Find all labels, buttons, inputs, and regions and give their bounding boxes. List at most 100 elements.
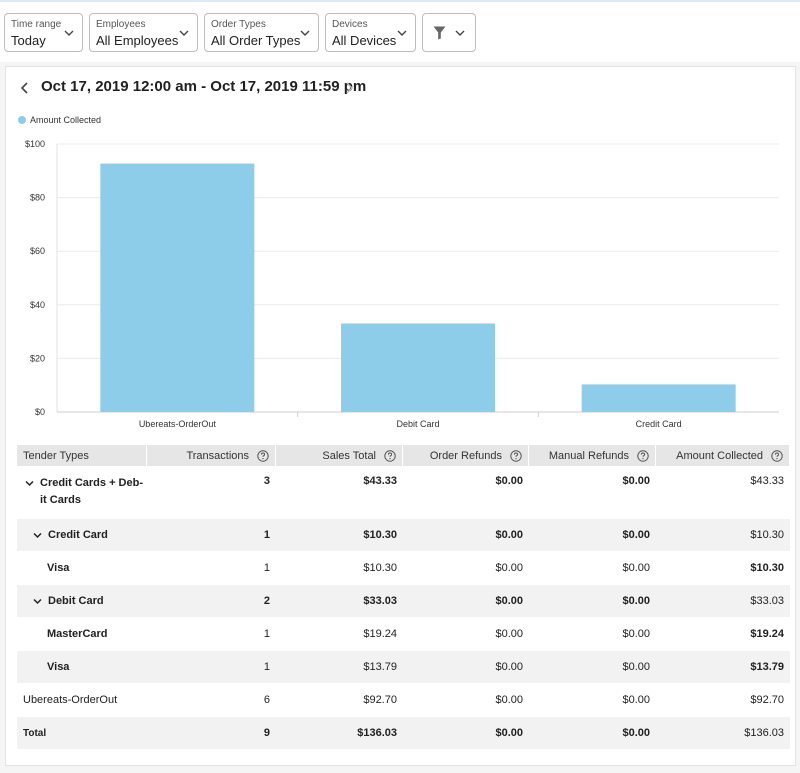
help-icon[interactable] bbox=[384, 449, 396, 462]
table-row[interactable]: MasterCard 1 $19.24 $0.00 $0.00 $19.24 bbox=[17, 618, 790, 651]
devices-value: All Devices bbox=[332, 33, 397, 48]
manual-refunds-cell: $0.00 bbox=[622, 529, 650, 541]
chevron-down-icon[interactable] bbox=[33, 598, 42, 605]
manual-refunds-cell: $0.00 bbox=[622, 475, 650, 487]
time-range-filter[interactable]: Time range Today bbox=[4, 13, 83, 52]
chevron-right-icon[interactable] bbox=[344, 82, 354, 94]
tender-name: Debit Card bbox=[48, 595, 104, 607]
tender-name-cell: Visa bbox=[47, 562, 70, 574]
table-row[interactable]: Debit Card 2 $33.03 $0.00 $0.00 $33.03 bbox=[17, 585, 790, 618]
order-types-label: Order Types bbox=[211, 19, 266, 30]
order-types-filter[interactable]: Order Types All Order Types bbox=[204, 13, 319, 52]
transactions-cell: 9 bbox=[263, 727, 270, 739]
manual-refunds-cell: $0.00 bbox=[622, 727, 650, 739]
help-icon[interactable] bbox=[257, 449, 269, 462]
tender-name-cell: Debit Card bbox=[17, 585, 147, 617]
y-tick-label: $60 bbox=[30, 246, 45, 256]
header-transactions[interactable]: Transactions bbox=[147, 445, 276, 466]
header-label: Transactions bbox=[186, 449, 249, 462]
order-refunds-cell: $0.00 bbox=[495, 661, 523, 673]
sales-total-cell: $19.24 bbox=[363, 628, 397, 640]
header-tender-types[interactable]: Tender Types bbox=[17, 445, 147, 466]
sales-total-cell: $33.03 bbox=[363, 595, 397, 607]
tender-types-table: Tender Types Transactions Sales Total Or… bbox=[17, 445, 790, 750]
amount-collected-cell: $13.79 bbox=[750, 661, 784, 673]
legend-swatch bbox=[18, 115, 26, 124]
chevron-left-icon[interactable] bbox=[20, 82, 30, 94]
help-icon[interactable] bbox=[637, 449, 649, 462]
chart-legend: Amount Collected bbox=[18, 111, 102, 125]
tender-name-cell: MasterCard bbox=[47, 628, 108, 640]
filter-bar: Time range Today Employees All Employees… bbox=[0, 0, 800, 62]
table-row[interactable]: Visa 1 $13.79 $0.00 $0.00 $13.79 bbox=[17, 651, 790, 684]
transactions-cell: 2 bbox=[263, 595, 270, 607]
transactions-cell: 1 bbox=[263, 628, 270, 640]
table-header: Tender Types Transactions Sales Total Or… bbox=[17, 445, 790, 467]
order-refunds-cell: $0.00 bbox=[495, 475, 523, 487]
amount-collected-cell: $43.33 bbox=[750, 475, 784, 487]
sales-total-cell: $43.33 bbox=[363, 475, 397, 487]
header-label: Manual Refunds bbox=[548, 449, 629, 462]
chevron-down-icon bbox=[64, 30, 74, 36]
help-icon[interactable] bbox=[510, 449, 522, 462]
order-refunds-cell: $0.00 bbox=[495, 727, 523, 739]
chevron-down-icon[interactable] bbox=[33, 532, 42, 539]
employees-label: Employees bbox=[96, 19, 146, 30]
chevron-down-icon bbox=[455, 30, 465, 36]
transactions-cell: 1 bbox=[263, 562, 270, 574]
time-range-value: Today bbox=[11, 33, 46, 48]
tender-name: Credit Card bbox=[48, 529, 108, 541]
top-accent-line bbox=[0, 0, 800, 2]
bar-debit-card[interactable] bbox=[341, 323, 495, 412]
sales-total-cell: $10.30 bbox=[363, 562, 397, 574]
transactions-cell: 1 bbox=[263, 529, 270, 541]
funnel-icon bbox=[433, 26, 446, 40]
time-range-label: Time range bbox=[11, 19, 62, 30]
legend-label: Amount Collected bbox=[30, 114, 102, 125]
y-tick-label: $40 bbox=[30, 300, 45, 310]
chevron-down-icon[interactable] bbox=[25, 480, 34, 487]
header-label: Tender Types bbox=[23, 449, 89, 462]
bar-credit-card[interactable] bbox=[581, 384, 736, 412]
bar-ubereats-orderout[interactable] bbox=[100, 163, 255, 412]
devices-filter[interactable]: Devices All Devices bbox=[325, 13, 416, 52]
amount-collected-cell: $10.30 bbox=[750, 562, 784, 574]
tender-name-cell: Credit Cards + Deb-it Cards bbox=[17, 467, 147, 518]
order-refunds-cell: $0.00 bbox=[495, 595, 523, 607]
more-filters-button[interactable] bbox=[422, 13, 476, 52]
order-refunds-cell: $0.00 bbox=[495, 529, 523, 541]
x-tick-label: Debit Card bbox=[396, 419, 439, 429]
header-manual-refunds[interactable]: Manual Refunds bbox=[529, 445, 656, 466]
sales-total-cell: $13.79 bbox=[363, 661, 397, 673]
chevron-down-icon bbox=[300, 30, 310, 36]
order-refunds-cell: $0.00 bbox=[495, 562, 523, 574]
chevron-down-icon bbox=[397, 30, 407, 36]
sales-total-cell: $92.70 bbox=[363, 694, 397, 706]
table-row[interactable]: Ubereats-OrderOut 6 $92.70 $0.00 $0.00 $… bbox=[17, 684, 790, 717]
header-sales-total[interactable]: Sales Total bbox=[276, 445, 403, 466]
manual-refunds-cell: $0.00 bbox=[622, 661, 650, 673]
y-tick-label: $0 bbox=[35, 407, 45, 417]
date-range-text: Oct 17, 2019 12:00 am - Oct 17, 2019 11:… bbox=[41, 78, 367, 95]
header-amount-collected[interactable]: Amount Collected bbox=[656, 445, 790, 466]
total-row: Total 9 $136.03 $0.00 $0.00 $136.03 bbox=[17, 717, 790, 750]
order-types-value: All Order Types bbox=[211, 33, 301, 48]
order-refunds-cell: $0.00 bbox=[495, 694, 523, 706]
table-row[interactable]: Credit Card 1 $10.30 $0.00 $0.00 $10.30 bbox=[17, 519, 790, 552]
header-label: Amount Collected bbox=[676, 449, 763, 462]
transactions-cell: 3 bbox=[263, 475, 270, 487]
transactions-cell: 1 bbox=[263, 661, 270, 673]
amount-collected-cell: $92.70 bbox=[750, 694, 784, 706]
manual-refunds-cell: $0.00 bbox=[622, 628, 650, 640]
manual-refunds-cell: $0.00 bbox=[622, 562, 650, 574]
header-label: Sales Total bbox=[322, 449, 376, 462]
table-row[interactable]: Visa 1 $10.30 $0.00 $0.00 $10.30 bbox=[17, 552, 790, 585]
bar-chart: $0 $20 $40 $60 $80 $100 Ubereats-OrderOut Debi… bbox=[25, 139, 779, 429]
amount-collected-cell: $33.03 bbox=[750, 595, 784, 607]
tender-name-cell: Ubereats-OrderOut bbox=[23, 694, 118, 706]
table-row[interactable]: Credit Cards + Deb-it Cards 3 $43.33 $0.… bbox=[17, 467, 790, 519]
employees-filter[interactable]: Employees All Employees bbox=[89, 13, 198, 52]
x-tick-label: Credit Card bbox=[636, 419, 682, 429]
header-order-refunds[interactable]: Order Refunds bbox=[403, 445, 529, 466]
help-icon[interactable] bbox=[771, 449, 783, 462]
